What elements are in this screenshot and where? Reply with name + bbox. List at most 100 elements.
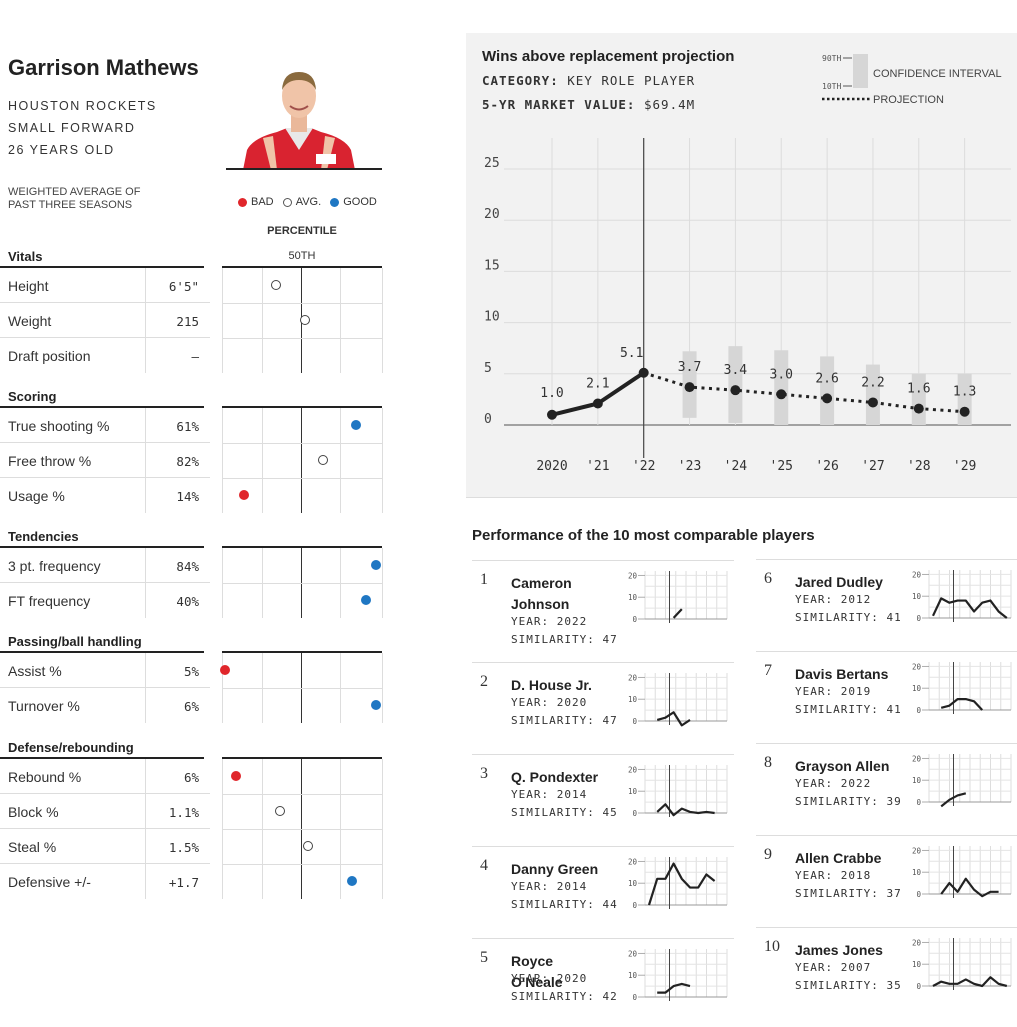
legend-avg-dot: [282, 197, 292, 207]
stat-label: True shooting %: [8, 418, 110, 434]
comparable-name: Q. Pondexter: [511, 769, 599, 785]
war-point: [547, 409, 557, 420]
comparable-similarity: SIMILARITY: 47: [511, 633, 618, 646]
spark-tick-label: 10: [912, 868, 922, 877]
percentile-dot-avg: [303, 841, 314, 851]
stat-label: Defensive +/-: [8, 874, 91, 890]
war-data-label: 1.0: [540, 386, 563, 401]
x-tick-label: '21: [586, 459, 609, 474]
percentile-rule: [222, 266, 382, 268]
legend-avg-label: AVG.: [295, 196, 322, 208]
comparable-player-card: 2 D. House Jr. YEAR: 2020 SIMILARITY: 47 20 1…: [472, 662, 734, 751]
weighted-note-line1: WEIGHTED AVERAGE OF: [8, 186, 141, 198]
stat-label: Rebound %: [8, 769, 82, 785]
year-value: 2020: [556, 696, 588, 709]
grid-line: [222, 443, 382, 444]
x-tick-label: 2020: [536, 459, 567, 474]
spark-line: [940, 792, 967, 808]
section-title: Passing/ball handling: [8, 634, 142, 649]
row-divider: [0, 337, 210, 338]
spark-tick-label: 20: [912, 846, 922, 855]
legend-ci-swatch: [853, 54, 868, 88]
war-data-label: 3.4: [724, 363, 748, 378]
war-point: [959, 406, 970, 417]
x-tick-label: '26: [815, 459, 838, 474]
war-category: CATEGORY: KEY ROLE PLAYER: [482, 73, 695, 88]
projection-line: [643, 371, 965, 414]
similarity-value: 35: [886, 979, 902, 992]
comparable-rank: 4: [480, 857, 488, 874]
section-title: Tendencies: [8, 529, 79, 544]
similarity-label: SIMILARITY:: [795, 887, 879, 900]
comparable-year: YEAR: 2022: [795, 777, 871, 790]
year-value: 2019: [840, 685, 872, 698]
similarity-label: SIMILARITY:: [795, 979, 879, 992]
war-chart-title: Wins above replacement projection: [482, 48, 735, 65]
comparable-player-card: 3 Q. Pondexter YEAR: 2014 SIMILARITY: 45 20 1…: [472, 754, 734, 843]
comparable-year: YEAR: 2022: [511, 615, 587, 628]
war-legend: 90TH 10TH CONFIDENCE INTERVAL PROJECTION: [822, 54, 1002, 106]
cell-divider: [145, 583, 146, 618]
similarity-label: SIMILARITY:: [511, 806, 595, 819]
percentile-dot-bad: [239, 490, 250, 500]
percentile-rule: [222, 651, 382, 653]
comparable-similarity: SIMILARITY: 39: [795, 795, 902, 808]
comparable-name: Davis Bertans: [795, 666, 889, 682]
grid-line: [222, 338, 382, 339]
stat-value: –: [191, 349, 199, 364]
spark-tick-label: 0: [916, 706, 921, 715]
year-value: 2007: [840, 961, 872, 974]
comparable-rank: 6: [764, 570, 772, 587]
year-label: YEAR:: [511, 615, 550, 628]
y-tick-label: 5: [484, 361, 492, 376]
comparable-sparkline: 20 10 0: [628, 857, 728, 910]
row-divider: [0, 477, 210, 478]
player-photo: [243, 72, 355, 170]
ci-bar: [911, 373, 926, 425]
spark-line: [932, 597, 1008, 619]
comparables-title: Performance of the 10 most comparable pl…: [472, 527, 815, 544]
comparable-name: James Jones: [795, 942, 883, 958]
similarity-value: 47: [602, 714, 618, 727]
legend-good-dot: [330, 197, 340, 207]
stat-label: Free throw %: [8, 453, 92, 469]
spark-tick-label: 20: [912, 570, 922, 579]
war-data-label: 5.1: [620, 346, 643, 361]
year-value: 2020: [556, 972, 588, 985]
year-label: YEAR:: [795, 869, 834, 882]
grid-line: [262, 268, 263, 373]
war-point: [913, 403, 924, 414]
comparable-name: Grayson Allen: [795, 758, 890, 774]
comparable-rank: 9: [764, 846, 772, 863]
year-label: YEAR:: [795, 777, 834, 790]
war-point: [776, 389, 787, 400]
comparable-similarity: SIMILARITY: 44: [511, 898, 618, 911]
comparable-sparkline: 20 10 0: [912, 754, 1012, 808]
war-point: [867, 397, 878, 408]
legend-avg: AVG.: [282, 196, 322, 208]
spark-tick-label: 20: [628, 765, 638, 774]
war-point: [822, 393, 833, 404]
war-point: [684, 382, 695, 393]
war-data-label: 1.3: [953, 385, 976, 400]
row-divider: [0, 793, 210, 794]
comparable-player-card: 6 Jared Dudley YEAR: 2012 SIMILARITY: 41 20 1…: [756, 559, 1017, 648]
x-tick-label: '22: [632, 459, 655, 474]
similarity-value: 39: [886, 795, 902, 808]
percentile-dot-avg: [300, 315, 311, 325]
stat-label: Height: [8, 278, 49, 294]
legend-ci-label: CONFIDENCE INTERVAL: [873, 68, 1002, 80]
percentile-dot-bad: [220, 665, 231, 675]
comparable-year: YEAR: 2014: [511, 880, 587, 893]
comparable-sparkline: 20 10 0: [912, 662, 1012, 715]
similarity-label: SIMILARITY:: [511, 714, 595, 727]
year-value: 2022: [840, 777, 872, 790]
row-divider: [0, 442, 210, 443]
comparable-similarity: SIMILARITY: 41: [795, 703, 902, 716]
spark-tick-label: 0: [632, 993, 637, 1002]
year-value: 2022: [556, 615, 588, 628]
spark-tick-label: 10: [628, 879, 638, 888]
similarity-value: 47: [602, 633, 618, 646]
section-rule: [0, 546, 204, 548]
cell-divider: [145, 864, 146, 899]
